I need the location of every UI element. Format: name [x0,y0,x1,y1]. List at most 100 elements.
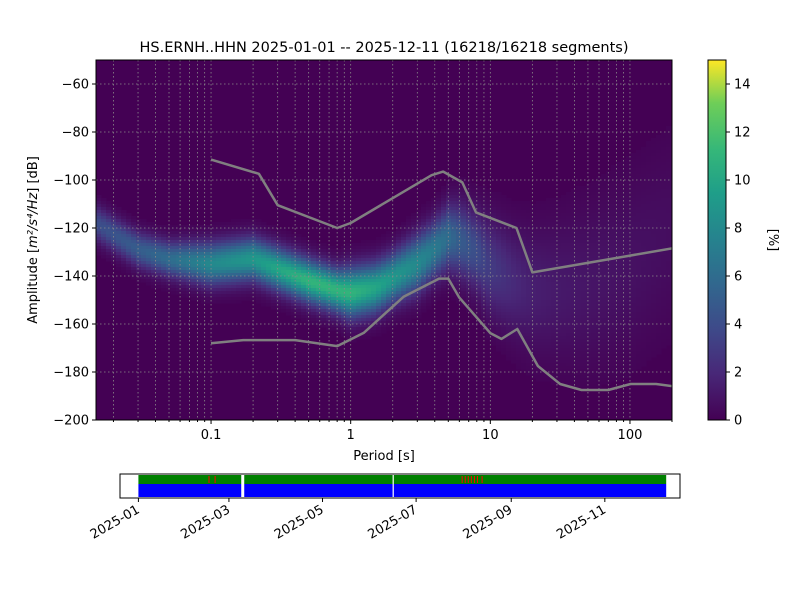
heatmap-cell [471,315,477,319]
heatmap-cell [281,276,287,280]
heatmap-cell [276,261,282,265]
heatmap-cell [481,246,487,250]
heatmap-cell [546,255,552,259]
heatmap-cell [666,288,672,292]
heatmap-cell [556,297,562,301]
heatmap-cell [586,339,592,343]
heatmap-cell [471,264,477,268]
heatmap-cell [551,225,557,229]
heatmap-cell [331,267,337,271]
heatmap-cell [516,300,522,304]
heatmap-cell [571,288,577,292]
heatmap-cell [376,261,382,265]
heatmap-cell [346,333,352,337]
heatmap-cell [436,261,442,265]
heatmap-cell [611,315,617,319]
heatmap-cell [206,294,212,298]
heatmap-cell [421,258,427,262]
heatmap-cell [191,231,197,235]
heatmap-cell [521,204,527,208]
heatmap-cell [401,288,407,292]
heatmap-cell [641,339,647,343]
heatmap-cell [146,273,152,277]
heatmap-cell [561,309,567,313]
heatmap-cell [421,237,427,241]
heatmap-cell [276,294,282,298]
heatmap-cell [121,246,127,250]
heatmap-cell [636,183,642,187]
heatmap-cell [571,201,577,205]
heatmap-cell [516,306,522,310]
heatmap-cell [566,279,572,283]
heatmap-cell [611,186,617,190]
heatmap-cell [431,246,437,250]
heatmap-cell [376,306,382,310]
heatmap-cell [661,330,667,334]
heatmap-cell [501,264,507,268]
y-tick-label: −200 [53,414,89,429]
heatmap-cell [281,291,287,295]
heatmap-cell [631,303,637,307]
heatmap-cell [221,285,227,289]
heatmap-cell [571,240,577,244]
heatmap-cell [426,213,432,217]
heatmap-cell [366,324,372,328]
heatmap-cell [316,252,322,256]
heatmap-cell [516,342,522,346]
heatmap-cell [326,288,332,292]
heatmap-cell [576,342,582,346]
heatmap-cell [641,195,647,199]
heatmap-cell [571,231,577,235]
heatmap-cell [611,255,617,259]
heatmap-cell [661,165,667,169]
heatmap-cell [496,243,502,247]
heatmap-cell [141,249,147,253]
heatmap-cell [266,246,272,250]
heatmap-cell [651,219,657,223]
heatmap-cell [171,234,177,238]
heatmap-cell [666,294,672,298]
heatmap-cell [616,189,622,193]
heatmap-cell [161,225,167,229]
heatmap-cell [416,309,422,313]
heatmap-cell [271,225,277,229]
heatmap-cell [406,228,412,232]
heatmap-cell [411,249,417,253]
heatmap-cell [571,339,577,343]
heatmap-cell [401,300,407,304]
heatmap-cell [646,153,652,157]
heatmap-cell [631,195,637,199]
heatmap-cell [526,306,532,310]
heatmap-cell [596,330,602,334]
heatmap-cell [576,273,582,277]
heatmap-cell [491,300,497,304]
heatmap-cell [261,294,267,298]
heatmap-cell [201,225,207,229]
heatmap-cell [621,252,627,256]
heatmap-cell [616,360,622,364]
heatmap-cell [581,312,587,316]
heatmap-cell [176,291,182,295]
heatmap-cell [346,270,352,274]
heatmap-cell [476,216,482,220]
heatmap-cell [411,297,417,301]
heatmap-cell [336,279,342,283]
heatmap-cell [231,279,237,283]
heatmap-cell [661,318,667,322]
x-tick-label: 10 [482,428,499,443]
availability-timeline: 2025-01 2025-03 2025-05 2025-07 2025-09 2025-… [88,473,681,543]
heatmap-cell [201,288,207,292]
heatmap-cell [486,336,492,340]
heatmap-cell [471,288,477,292]
heatmap-cell [181,252,187,256]
heatmap-cell [291,240,297,244]
heatmap-cell [471,279,477,283]
heatmap-cell [606,243,612,247]
heatmap-cell [616,207,622,211]
heatmap-cell [521,225,527,229]
heatmap-cell [181,264,187,268]
heatmap-cell [271,255,277,259]
heatmap-cell [596,237,602,241]
heatmap-cell [636,288,642,292]
heatmap-cell [626,279,632,283]
